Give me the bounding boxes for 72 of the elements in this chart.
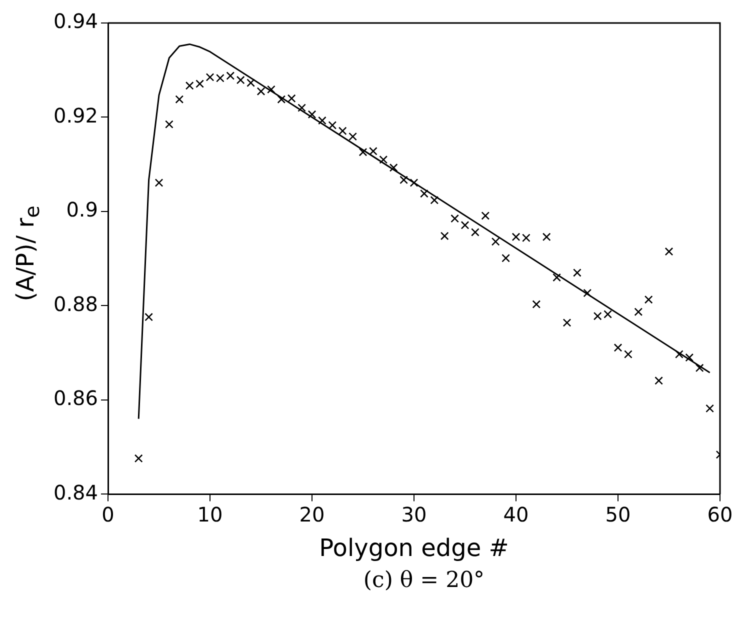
point (410, 178, 418, 187)
y-tick-label: 0.86 (53, 386, 98, 410)
point (512, 232, 520, 242)
point (236, 76, 245, 84)
text: (c) θ = 20° (362, 568, 486, 593)
point (664, 247, 674, 256)
point (583, 288, 592, 298)
point (685, 353, 694, 362)
point (440, 232, 449, 240)
point (348, 132, 357, 141)
point (420, 189, 428, 198)
point (562, 318, 572, 327)
y-tick-label: 0.88 (53, 292, 98, 316)
point (358, 148, 368, 156)
point (502, 254, 510, 262)
point (369, 146, 378, 156)
point (134, 454, 143, 463)
point (644, 295, 653, 304)
point (604, 310, 612, 318)
point (185, 81, 194, 90)
point (267, 85, 276, 94)
point (175, 95, 184, 104)
x-tick-label: 0 (102, 502, 114, 526)
point (481, 212, 490, 220)
y-tick-label: 0.92 (53, 103, 98, 128)
point (277, 95, 286, 104)
y-tick-label: 0.9 (66, 198, 98, 222)
point (654, 376, 663, 385)
point (552, 273, 561, 282)
x-tick-label: 40 (503, 502, 529, 526)
x-tick-label: 20 (299, 502, 325, 526)
point (675, 350, 684, 358)
point (695, 364, 704, 372)
point (389, 163, 398, 172)
point (430, 196, 439, 204)
point (491, 237, 500, 246)
point (532, 300, 541, 308)
point (196, 80, 204, 88)
x-axis-title: Polygon edge # (319, 534, 509, 562)
point (542, 232, 551, 242)
point (460, 220, 470, 230)
point (256, 87, 266, 96)
point (573, 268, 582, 277)
y-tick-label: 0.94 (53, 9, 98, 34)
point (318, 116, 326, 125)
point (165, 120, 174, 128)
point (634, 308, 643, 316)
point (593, 312, 602, 320)
point (706, 404, 714, 413)
x-tick-label: 10 (197, 502, 223, 526)
point (154, 178, 164, 187)
point (338, 126, 347, 136)
point (328, 121, 337, 130)
point (450, 214, 459, 223)
x-tick-label: 50 (605, 502, 631, 526)
point (246, 78, 255, 88)
point (624, 350, 632, 358)
point (614, 343, 622, 352)
x-tick-label: 30 (401, 502, 427, 526)
point (287, 94, 296, 103)
point (216, 74, 224, 82)
point (226, 72, 235, 80)
point (308, 110, 316, 119)
point (522, 234, 530, 242)
point (471, 228, 480, 236)
point (144, 312, 153, 322)
point (206, 73, 214, 82)
point (379, 155, 388, 164)
point (400, 176, 408, 184)
y-tick-label: 0.84 (53, 480, 98, 504)
point (298, 104, 306, 112)
x-tick-label: 60 (707, 502, 733, 526)
